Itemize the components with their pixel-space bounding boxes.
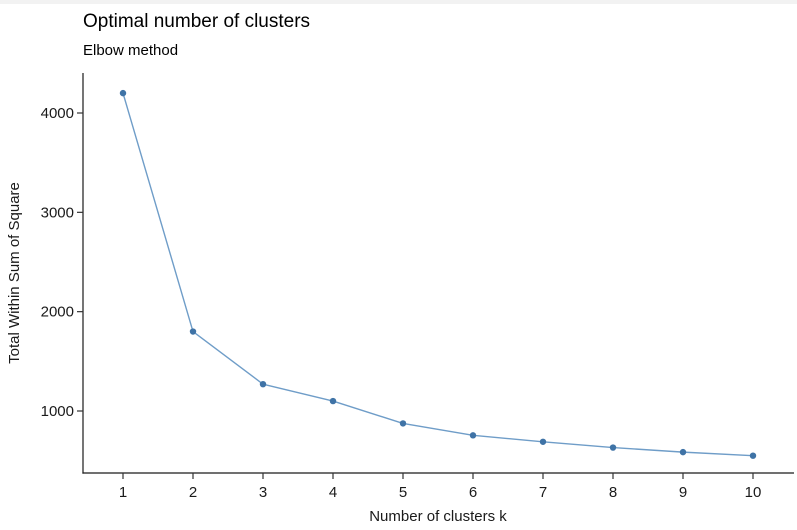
y-tick-label: 1000 — [41, 403, 74, 420]
y-tick-label: 2000 — [41, 304, 74, 321]
data-point — [119, 89, 127, 97]
y-tick-label: 3000 — [41, 204, 74, 221]
x-axis-title: Number of clusters k — [369, 508, 507, 525]
chart-subtitle: Elbow method — [83, 42, 179, 59]
data-point — [469, 432, 477, 439]
x-tick-label: 9 — [679, 484, 687, 501]
y-tick-label: 4000 — [41, 105, 74, 122]
chart-title: Optimal number of clusters — [83, 11, 311, 32]
x-tick-label: 7 — [539, 484, 547, 501]
x-tick-label: 5 — [399, 484, 407, 501]
data-point — [749, 452, 757, 459]
pane-top-edge — [0, 0, 797, 4]
x-tick-label: 10 — [745, 484, 762, 501]
x-tick-label: 8 — [609, 484, 617, 501]
data-point — [609, 444, 617, 451]
y-axis-title: Total Within Sum of Square — [6, 182, 23, 364]
data-point — [539, 438, 547, 445]
x-tick-label: 4 — [329, 484, 337, 501]
x-tick-label: 6 — [469, 484, 477, 501]
data-point — [329, 397, 337, 405]
data-point — [189, 328, 197, 335]
data-point — [399, 420, 407, 427]
data-point — [679, 448, 687, 456]
x-tick-label: 1 — [119, 484, 127, 501]
data-point — [259, 380, 267, 388]
x-tick-label: 2 — [189, 484, 197, 501]
series-line — [122, 92, 754, 457]
x-tick-label: 3 — [259, 484, 267, 501]
